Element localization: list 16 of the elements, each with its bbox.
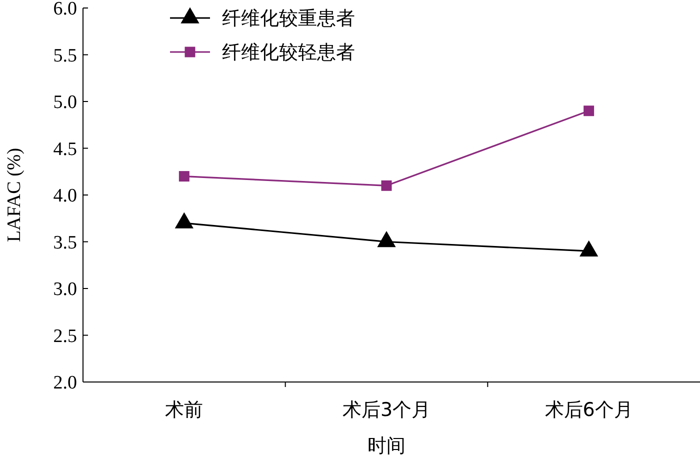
legend-label: 纤维化较重患者 <box>222 8 355 30</box>
y-axis-title: LAFAC (%) <box>4 148 25 242</box>
y-tick-label: 6.0 <box>53 0 77 20</box>
y-tick-label: 2.0 <box>53 372 77 394</box>
y-tick-label: 5.0 <box>53 92 77 114</box>
y-tick-label: 3.0 <box>53 279 77 300</box>
y-tick-label: 2.5 <box>53 326 77 347</box>
y-tick-label: 4.5 <box>53 138 77 160</box>
x-axis-title: 时间 <box>368 435 406 457</box>
x-tick-label: 术后6个月 <box>544 399 633 421</box>
legend-label: 纤维化较轻患者 <box>222 42 355 64</box>
x-tick-label: 术后3个月 <box>342 399 431 421</box>
y-tick-label: 3.5 <box>53 232 77 254</box>
x-tick-label: 术前 <box>165 399 204 421</box>
y-tick-label: 5.5 <box>53 45 77 66</box>
y-tick-label: 4.0 <box>53 186 77 207</box>
